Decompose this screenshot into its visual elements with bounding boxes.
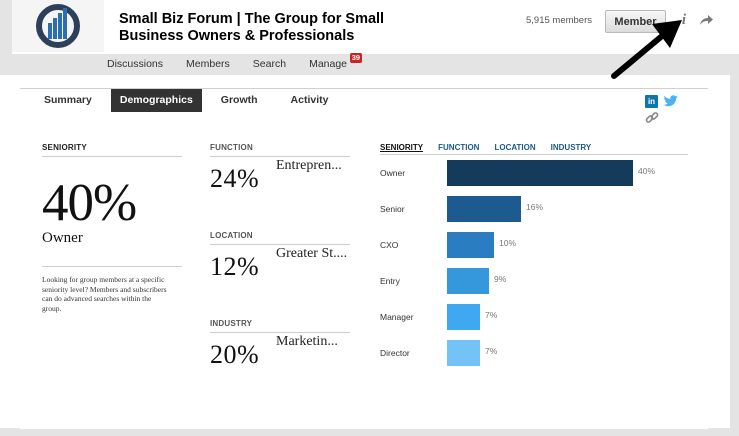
nav-discussions[interactable]: Discussions: [107, 58, 164, 70]
nav-manage-label: Manage: [309, 58, 348, 70]
tab-summary[interactable]: Summary: [44, 94, 92, 106]
linkedin-icon[interactable]: in: [645, 95, 658, 108]
tab-growth[interactable]: Growth: [220, 94, 258, 106]
group-title[interactable]: Small Biz Forum | The Group for Small Bu…: [119, 11, 385, 44]
seniority-top-percent: 40%: [42, 174, 137, 232]
nav-members[interactable]: Members: [186, 58, 230, 70]
bar-value: 9%: [494, 274, 507, 284]
annotation-arrow: [611, 20, 682, 79]
location-block: LOCATION 12% Greater St....: [210, 231, 350, 319]
nav-manage[interactable]: Manage 39: [309, 53, 363, 75]
bar-entry[interactable]: [447, 268, 489, 294]
function-name: Entrepren...: [276, 158, 342, 173]
seniority-summary: SENIORITY 40% Owner Looking for group me…: [42, 143, 182, 313]
divider: [42, 266, 182, 267]
twitter-icon[interactable]: [664, 95, 678, 107]
bar-label: Director: [380, 348, 410, 358]
industry-percent: 20%: [210, 340, 260, 369]
function-percent: 24%: [210, 164, 260, 193]
bar-label: Senior: [380, 204, 405, 214]
social-share: in: [645, 95, 685, 127]
chart-tab-location[interactable]: LOCATION: [494, 143, 536, 152]
bar-label: CXO: [380, 240, 399, 250]
seniority-top-name: Owner: [42, 230, 83, 246]
bar-cxo[interactable]: [447, 232, 494, 258]
location-name: Greater St....: [276, 246, 348, 261]
tab-activity[interactable]: Activity: [290, 94, 329, 106]
manage-badge: 39: [349, 53, 363, 63]
seniority-note: Looking for group members at a specific …: [42, 275, 167, 313]
bar-senior[interactable]: [447, 196, 521, 222]
bar-value: 7%: [485, 310, 498, 320]
bar-value: 10%: [499, 238, 517, 248]
nav-search[interactable]: Search: [252, 58, 287, 70]
industry-name: Marketin...: [276, 334, 338, 349]
group-header: Small Biz Forum | The Group for Small Bu…: [0, 0, 739, 75]
top-categories: FUNCTION 24% Entrepren... LOCATION 12% G…: [210, 143, 350, 407]
page-gutter: [730, 75, 739, 436]
member-button[interactable]: Member: [605, 10, 666, 33]
chart-tabs: SENIORITY FUNCTION LOCATION INDUSTRY: [380, 143, 688, 155]
industry-block: INDUSTRY 20% Marketin...: [210, 319, 350, 407]
info-icon[interactable]: i: [681, 12, 687, 28]
member-count[interactable]: 5,915 members: [526, 15, 593, 26]
group-logo[interactable]: [12, 0, 104, 52]
chart-tab-industry[interactable]: INDUSTRY: [550, 143, 592, 152]
insights-tabs: Summary Demographics Growth Activity: [30, 89, 347, 112]
bar-row: Entry 9%: [380, 268, 688, 304]
bar-row: Director 7%: [380, 340, 688, 376]
chart-tab-function[interactable]: FUNCTION: [438, 143, 480, 152]
chart-tab-seniority[interactable]: SENIORITY: [380, 143, 424, 152]
bar-owner[interactable]: [447, 160, 633, 186]
function-label: FUNCTION: [210, 143, 350, 157]
link-icon[interactable]: [645, 111, 659, 125]
bar-row: Manager 7%: [380, 304, 688, 340]
bar-value: 40%: [638, 166, 656, 176]
bar-value: 7%: [485, 346, 498, 356]
bar-label: Manager: [380, 312, 414, 322]
share-icon[interactable]: [698, 12, 714, 28]
group-nav: Discussions Members Search Manage 39: [107, 53, 370, 75]
logo-icon: [36, 4, 80, 48]
bar-label: Entry: [380, 276, 400, 286]
bar-director[interactable]: [447, 340, 480, 366]
function-block: FUNCTION 24% Entrepren...: [210, 143, 350, 231]
location-percent: 12%: [210, 252, 260, 281]
bar-row: CXO 10%: [380, 232, 688, 268]
bar-label: Owner: [380, 168, 406, 178]
chart-bars: Owner 40% Senior 16% CXO 10% Entry 9% Manager 7% D…: [380, 160, 688, 376]
industry-label: INDUSTRY: [210, 319, 350, 333]
seniority-label: SENIORITY: [42, 143, 182, 157]
bar-value: 16%: [526, 202, 544, 212]
bar-row: Owner 40%: [380, 160, 688, 196]
tab-demographics[interactable]: Demographics: [110, 89, 202, 112]
location-label: LOCATION: [210, 231, 350, 245]
page-footer-edge: [0, 428, 739, 436]
seniority-chart: SENIORITY FUNCTION LOCATION INDUSTRY Own…: [380, 143, 688, 376]
bar-manager[interactable]: [447, 304, 480, 330]
header-top: Small Biz Forum | The Group for Small Bu…: [12, 0, 739, 54]
demographics-panel: Summary Demographics Growth Activity in …: [20, 88, 708, 429]
bar-row: Senior 16%: [380, 196, 688, 232]
